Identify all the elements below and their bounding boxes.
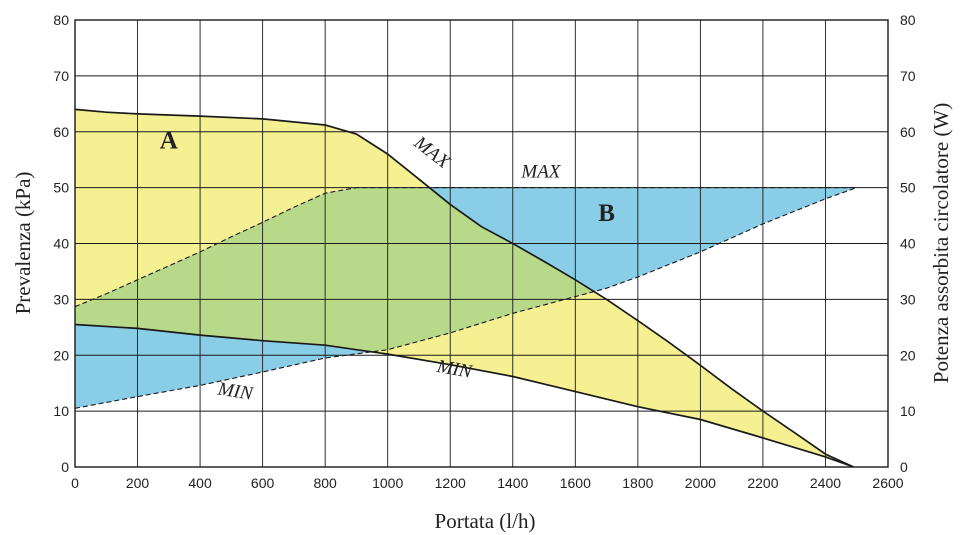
x-tick-label: 1200 bbox=[435, 475, 466, 491]
y-tick-label: 70 bbox=[53, 68, 69, 84]
curves-layer bbox=[74, 108, 857, 468]
regions-layer bbox=[75, 109, 857, 468]
curve-potenza-max bbox=[74, 187, 857, 308]
y2-tick-label: 40 bbox=[900, 236, 916, 252]
x-tick-label: 0 bbox=[71, 475, 79, 491]
y2-tick-label: 30 bbox=[900, 291, 916, 307]
y2-tick-label: 60 bbox=[900, 124, 916, 140]
x-tick-label: 2400 bbox=[810, 475, 841, 491]
y-tick-label: 50 bbox=[53, 180, 69, 196]
x-tick-label: 2200 bbox=[747, 475, 778, 491]
curve-prevalenza-min bbox=[74, 323, 854, 468]
y2-axis-title: Potenza assorbita circolatore (W) bbox=[929, 103, 953, 383]
x-tick-label: 1800 bbox=[622, 475, 653, 491]
y-axis-title: Prevalenza (kPa) bbox=[11, 172, 35, 315]
label-potenza-max: MAX bbox=[520, 162, 561, 183]
grid bbox=[75, 20, 888, 467]
x-tick-label: 800 bbox=[313, 475, 337, 491]
y-tick-labels: 0 10 20 30 40 50 60 70 80 bbox=[53, 12, 69, 475]
y-tick-label: 10 bbox=[53, 403, 69, 419]
curve-potenza-min bbox=[74, 187, 857, 409]
x-tick-label: 600 bbox=[251, 475, 275, 491]
y-tick-label: 30 bbox=[53, 291, 69, 307]
x-tick-label: 200 bbox=[126, 475, 150, 491]
y2-tick-label: 20 bbox=[900, 347, 916, 363]
label-potenza-min: MIN bbox=[216, 378, 256, 405]
y2-tick-label: 0 bbox=[900, 459, 908, 475]
region-label-a: A bbox=[160, 128, 178, 155]
y2-tick-label: 70 bbox=[900, 68, 916, 84]
y2-tick-label: 10 bbox=[900, 403, 916, 419]
x-tick-label: 1600 bbox=[560, 475, 591, 491]
y2-tick-label: 80 bbox=[900, 12, 916, 28]
x-tick-label: 400 bbox=[188, 475, 212, 491]
x-tick-label: 2000 bbox=[685, 475, 716, 491]
x-tick-label: 1000 bbox=[372, 475, 403, 491]
y-tick-label: 0 bbox=[61, 459, 69, 475]
x-tick-label: 1400 bbox=[497, 475, 528, 491]
curve-prevalenza-max bbox=[74, 108, 854, 468]
y2-tick-label: 50 bbox=[900, 180, 916, 196]
x-tick-labels: 0 200 400 600 800 1000 1200 1400 1600 1800 2000 220… bbox=[71, 475, 904, 491]
region-label-b: B bbox=[598, 200, 615, 227]
y-tick-label: 40 bbox=[53, 236, 69, 252]
y-tick-label: 20 bbox=[53, 347, 69, 363]
plot-frame bbox=[74, 19, 889, 468]
label-prevalenza-max: MAX bbox=[409, 132, 455, 174]
y-tick-label: 80 bbox=[53, 12, 69, 28]
y-tick-label: 60 bbox=[53, 124, 69, 140]
x-tick-label: 2600 bbox=[872, 475, 903, 491]
y2-tick-labels: 0 10 20 30 40 50 60 70 80 bbox=[900, 12, 916, 475]
x-axis-title: Portata (l/h) bbox=[435, 509, 536, 533]
